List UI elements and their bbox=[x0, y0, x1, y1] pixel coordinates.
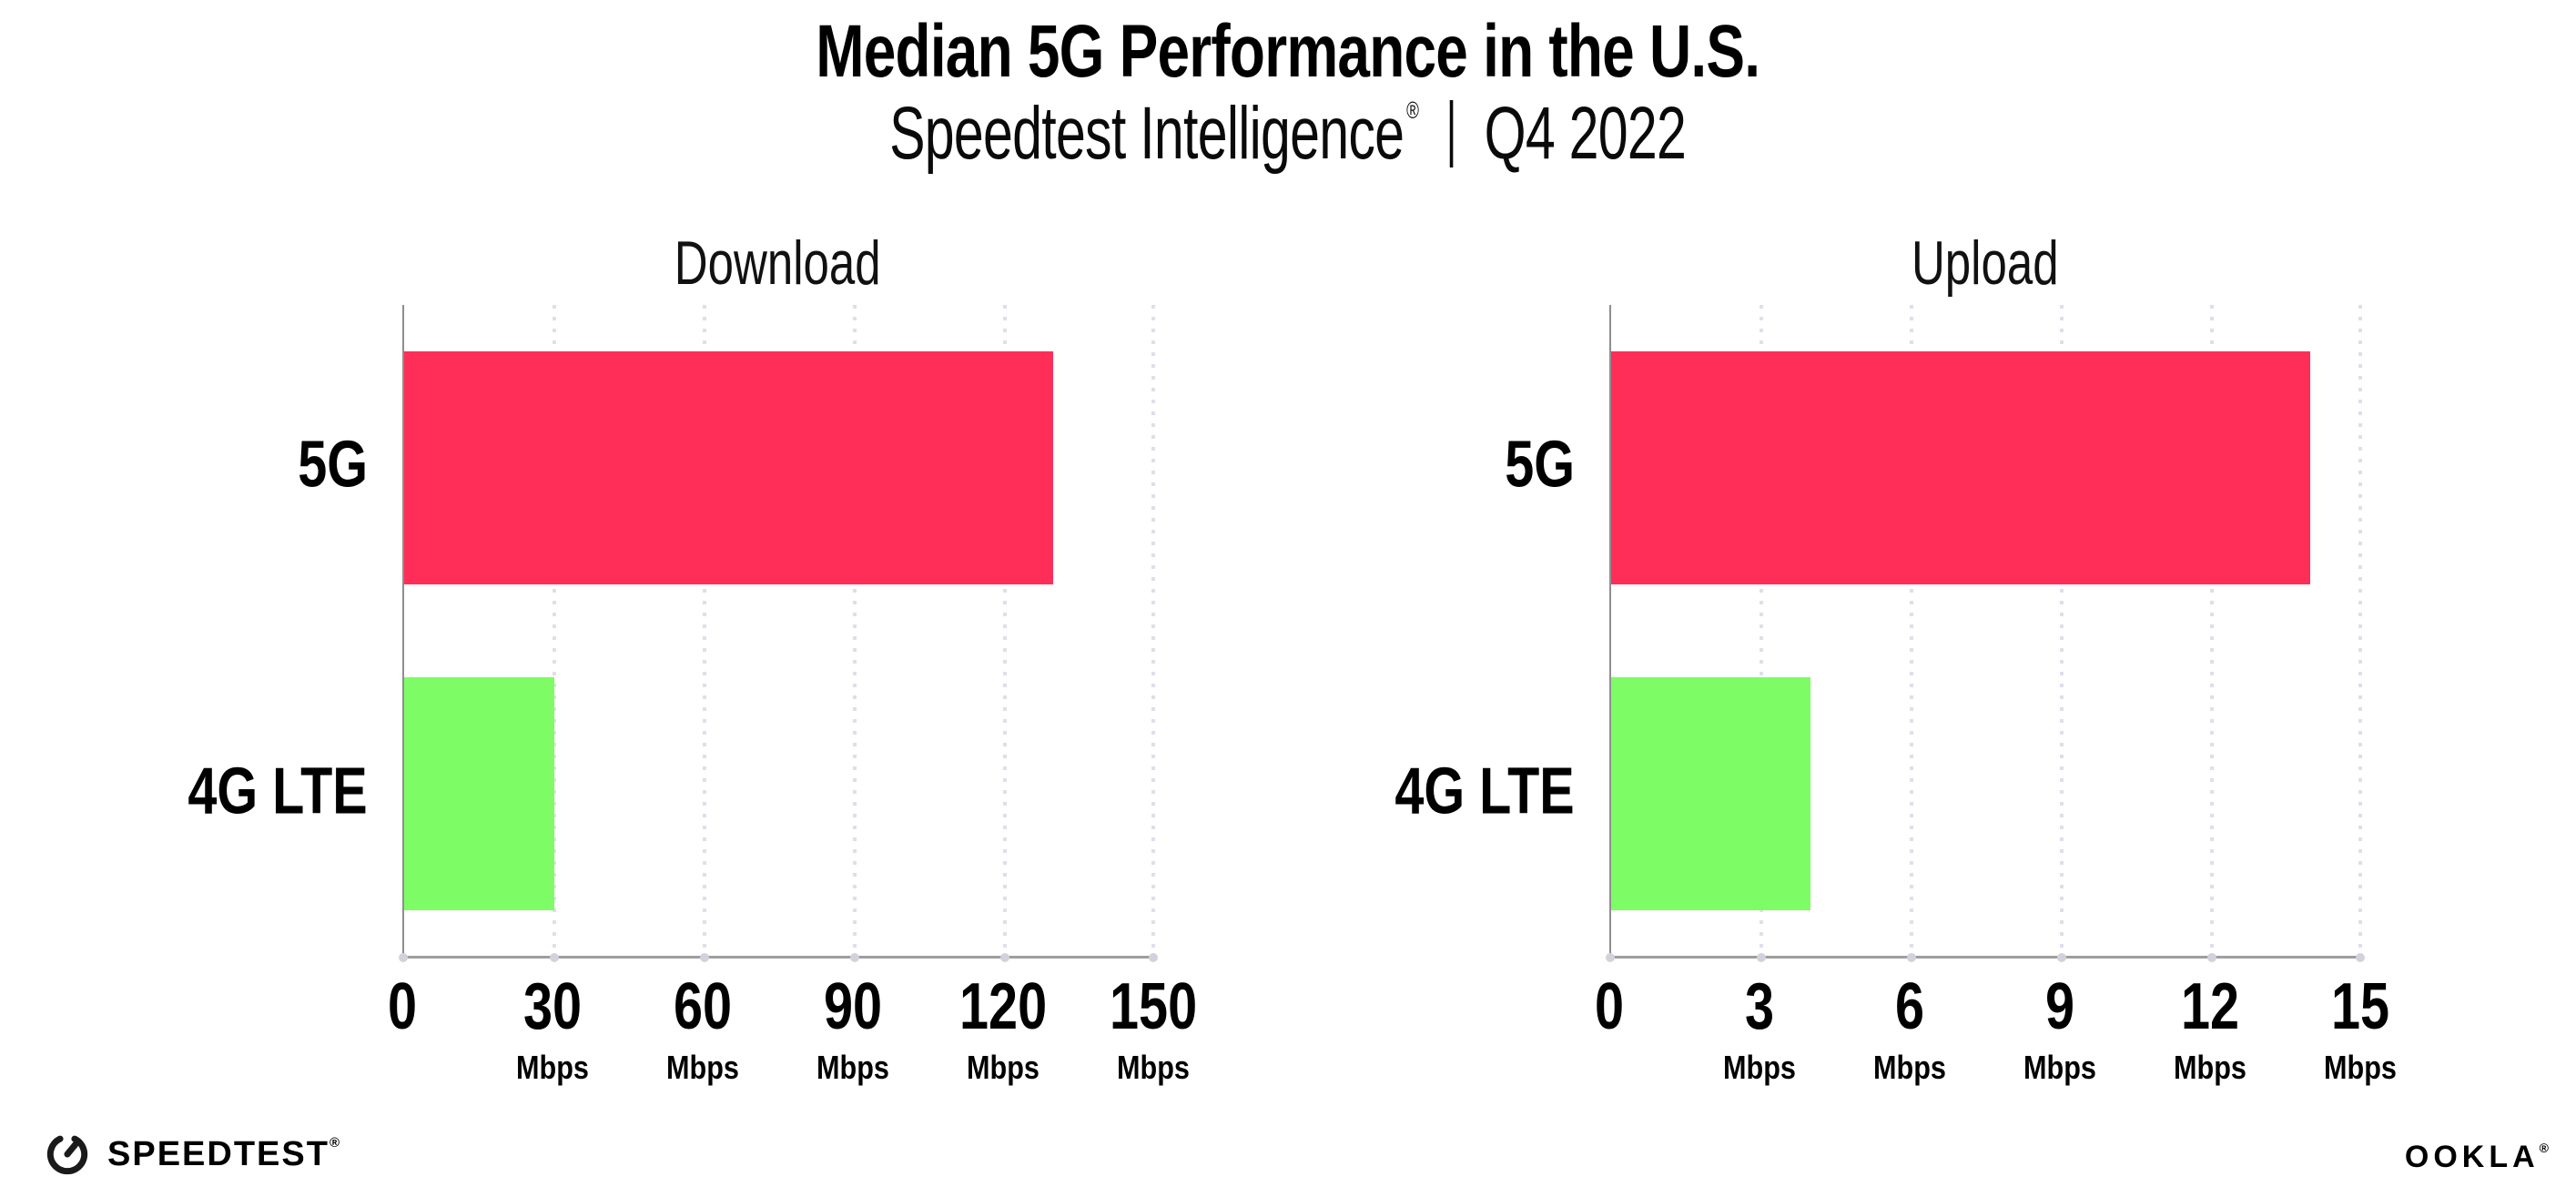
x-tick-90: 90 Mbps bbox=[776, 974, 930, 1087]
speedtest-logo-text: SPEEDTEST® bbox=[107, 1134, 342, 1173]
category-label-4g-lte: 4G LTE bbox=[1394, 755, 1575, 828]
x-tick-30: 30 Mbps bbox=[475, 974, 630, 1087]
axis-tick-dot bbox=[700, 953, 709, 962]
x-tick-0: 0 bbox=[1594, 970, 1625, 1043]
gridline bbox=[1760, 305, 1763, 956]
x-tick-60: 60 Mbps bbox=[625, 974, 780, 1087]
x-tick-12: 12 Mbps bbox=[2133, 974, 2287, 1087]
unit-label: Mbps bbox=[1723, 1049, 1796, 1086]
gridline bbox=[853, 305, 857, 956]
header: Median 5G Performance in the U.S. bbox=[0, 10, 2576, 93]
x-tick-3: 3 Mbps bbox=[1682, 974, 1837, 1087]
unit-label: Mbps bbox=[967, 1049, 1040, 1086]
page-title: Median 5G Performance in the U.S. bbox=[0, 10, 2576, 93]
upload-5g-bar bbox=[1611, 351, 2311, 585]
unit-label: Mbps bbox=[816, 1049, 889, 1086]
axis-tick-dot bbox=[1000, 953, 1009, 962]
x-tick-150: 150 Mbps bbox=[1076, 974, 1231, 1087]
gridline bbox=[703, 305, 706, 956]
upload-chart: Upload 5G 4G LTE 0 3 Mbps 6 Mbps 9 Mbps 12 M… bbox=[1325, 228, 2409, 1147]
gridline bbox=[1003, 305, 1007, 956]
gridline bbox=[2060, 305, 2064, 956]
upload-plot-area bbox=[1606, 305, 2365, 962]
registered-mark: ® bbox=[2539, 1141, 2549, 1155]
axis-tick-dot bbox=[550, 953, 559, 962]
upload-4g-lte-bar bbox=[1611, 676, 1811, 910]
unit-label: Mbps bbox=[666, 1049, 739, 1086]
category-label-5g: 5G bbox=[1505, 428, 1575, 502]
gridline bbox=[2210, 305, 2214, 956]
gridline bbox=[553, 305, 556, 956]
axis-tick-dot bbox=[399, 953, 408, 962]
download-4g-lte-bar bbox=[404, 676, 554, 910]
axis-tick-dot bbox=[1757, 953, 1766, 962]
ookla-logo: OOKLA® bbox=[2405, 1140, 2549, 1175]
unit-label: Mbps bbox=[2324, 1049, 2397, 1086]
category-label-4g-lte: 4G LTE bbox=[188, 755, 368, 828]
download-chart: Download 5G 4G LTE 0 30 Mbps 60 Mbps 90 Mbp… bbox=[118, 228, 1202, 1147]
axis-tick-dot bbox=[1907, 953, 1916, 962]
x-tick-120: 120 Mbps bbox=[926, 974, 1080, 1087]
x-tick-9: 9 Mbps bbox=[1983, 974, 2137, 1087]
download-5g-bar bbox=[404, 351, 1054, 585]
category-label-5g: 5G bbox=[298, 428, 368, 502]
unit-label: Mbps bbox=[2023, 1049, 2096, 1086]
x-tick-15: 15 Mbps bbox=[2283, 974, 2438, 1087]
gridline bbox=[2358, 305, 2362, 956]
registered-mark: ® bbox=[1406, 96, 1420, 124]
gridline bbox=[1910, 305, 1913, 956]
axis-tick-dot bbox=[1606, 953, 1615, 962]
subtitle-brand: Speedtest Intelligence bbox=[889, 92, 1405, 175]
unit-label: Mbps bbox=[2174, 1049, 2246, 1086]
subtitle-period: Q4 2022 bbox=[1485, 92, 1687, 175]
ookla-logo-text: OOKLA bbox=[2404, 1140, 2540, 1174]
registered-mark: ® bbox=[329, 1134, 342, 1151]
subtitle-row: Speedtest Intelligence ® Q4 2022 bbox=[889, 91, 1687, 177]
download-chart-title: Download bbox=[674, 228, 881, 298]
axis-tick-dot bbox=[2207, 953, 2216, 962]
axis-tick-dot bbox=[1149, 953, 1158, 962]
axis-tick-dot bbox=[850, 953, 859, 962]
speedtest-gauge-icon bbox=[46, 1135, 88, 1175]
unit-label: Mbps bbox=[516, 1049, 589, 1086]
x-tick-0: 0 bbox=[387, 970, 418, 1043]
gridline bbox=[1151, 305, 1155, 956]
axis-tick-dot bbox=[2356, 953, 2365, 962]
page-title-text: Median 5G Performance in the U.S. bbox=[816, 10, 1761, 93]
unit-label: Mbps bbox=[1117, 1049, 1190, 1086]
x-tick-6: 6 Mbps bbox=[1832, 974, 1987, 1087]
axis-tick-dot bbox=[2057, 953, 2066, 962]
unit-label: Mbps bbox=[1873, 1049, 1946, 1086]
upload-chart-title: Upload bbox=[1911, 228, 2059, 298]
speedtest-logo: SPEEDTEST® bbox=[42, 1129, 341, 1180]
download-plot-area bbox=[399, 305, 1158, 962]
page-subtitle: Speedtest Intelligence ® Q4 2022 bbox=[0, 91, 2576, 177]
subtitle-divider bbox=[1450, 100, 1454, 167]
